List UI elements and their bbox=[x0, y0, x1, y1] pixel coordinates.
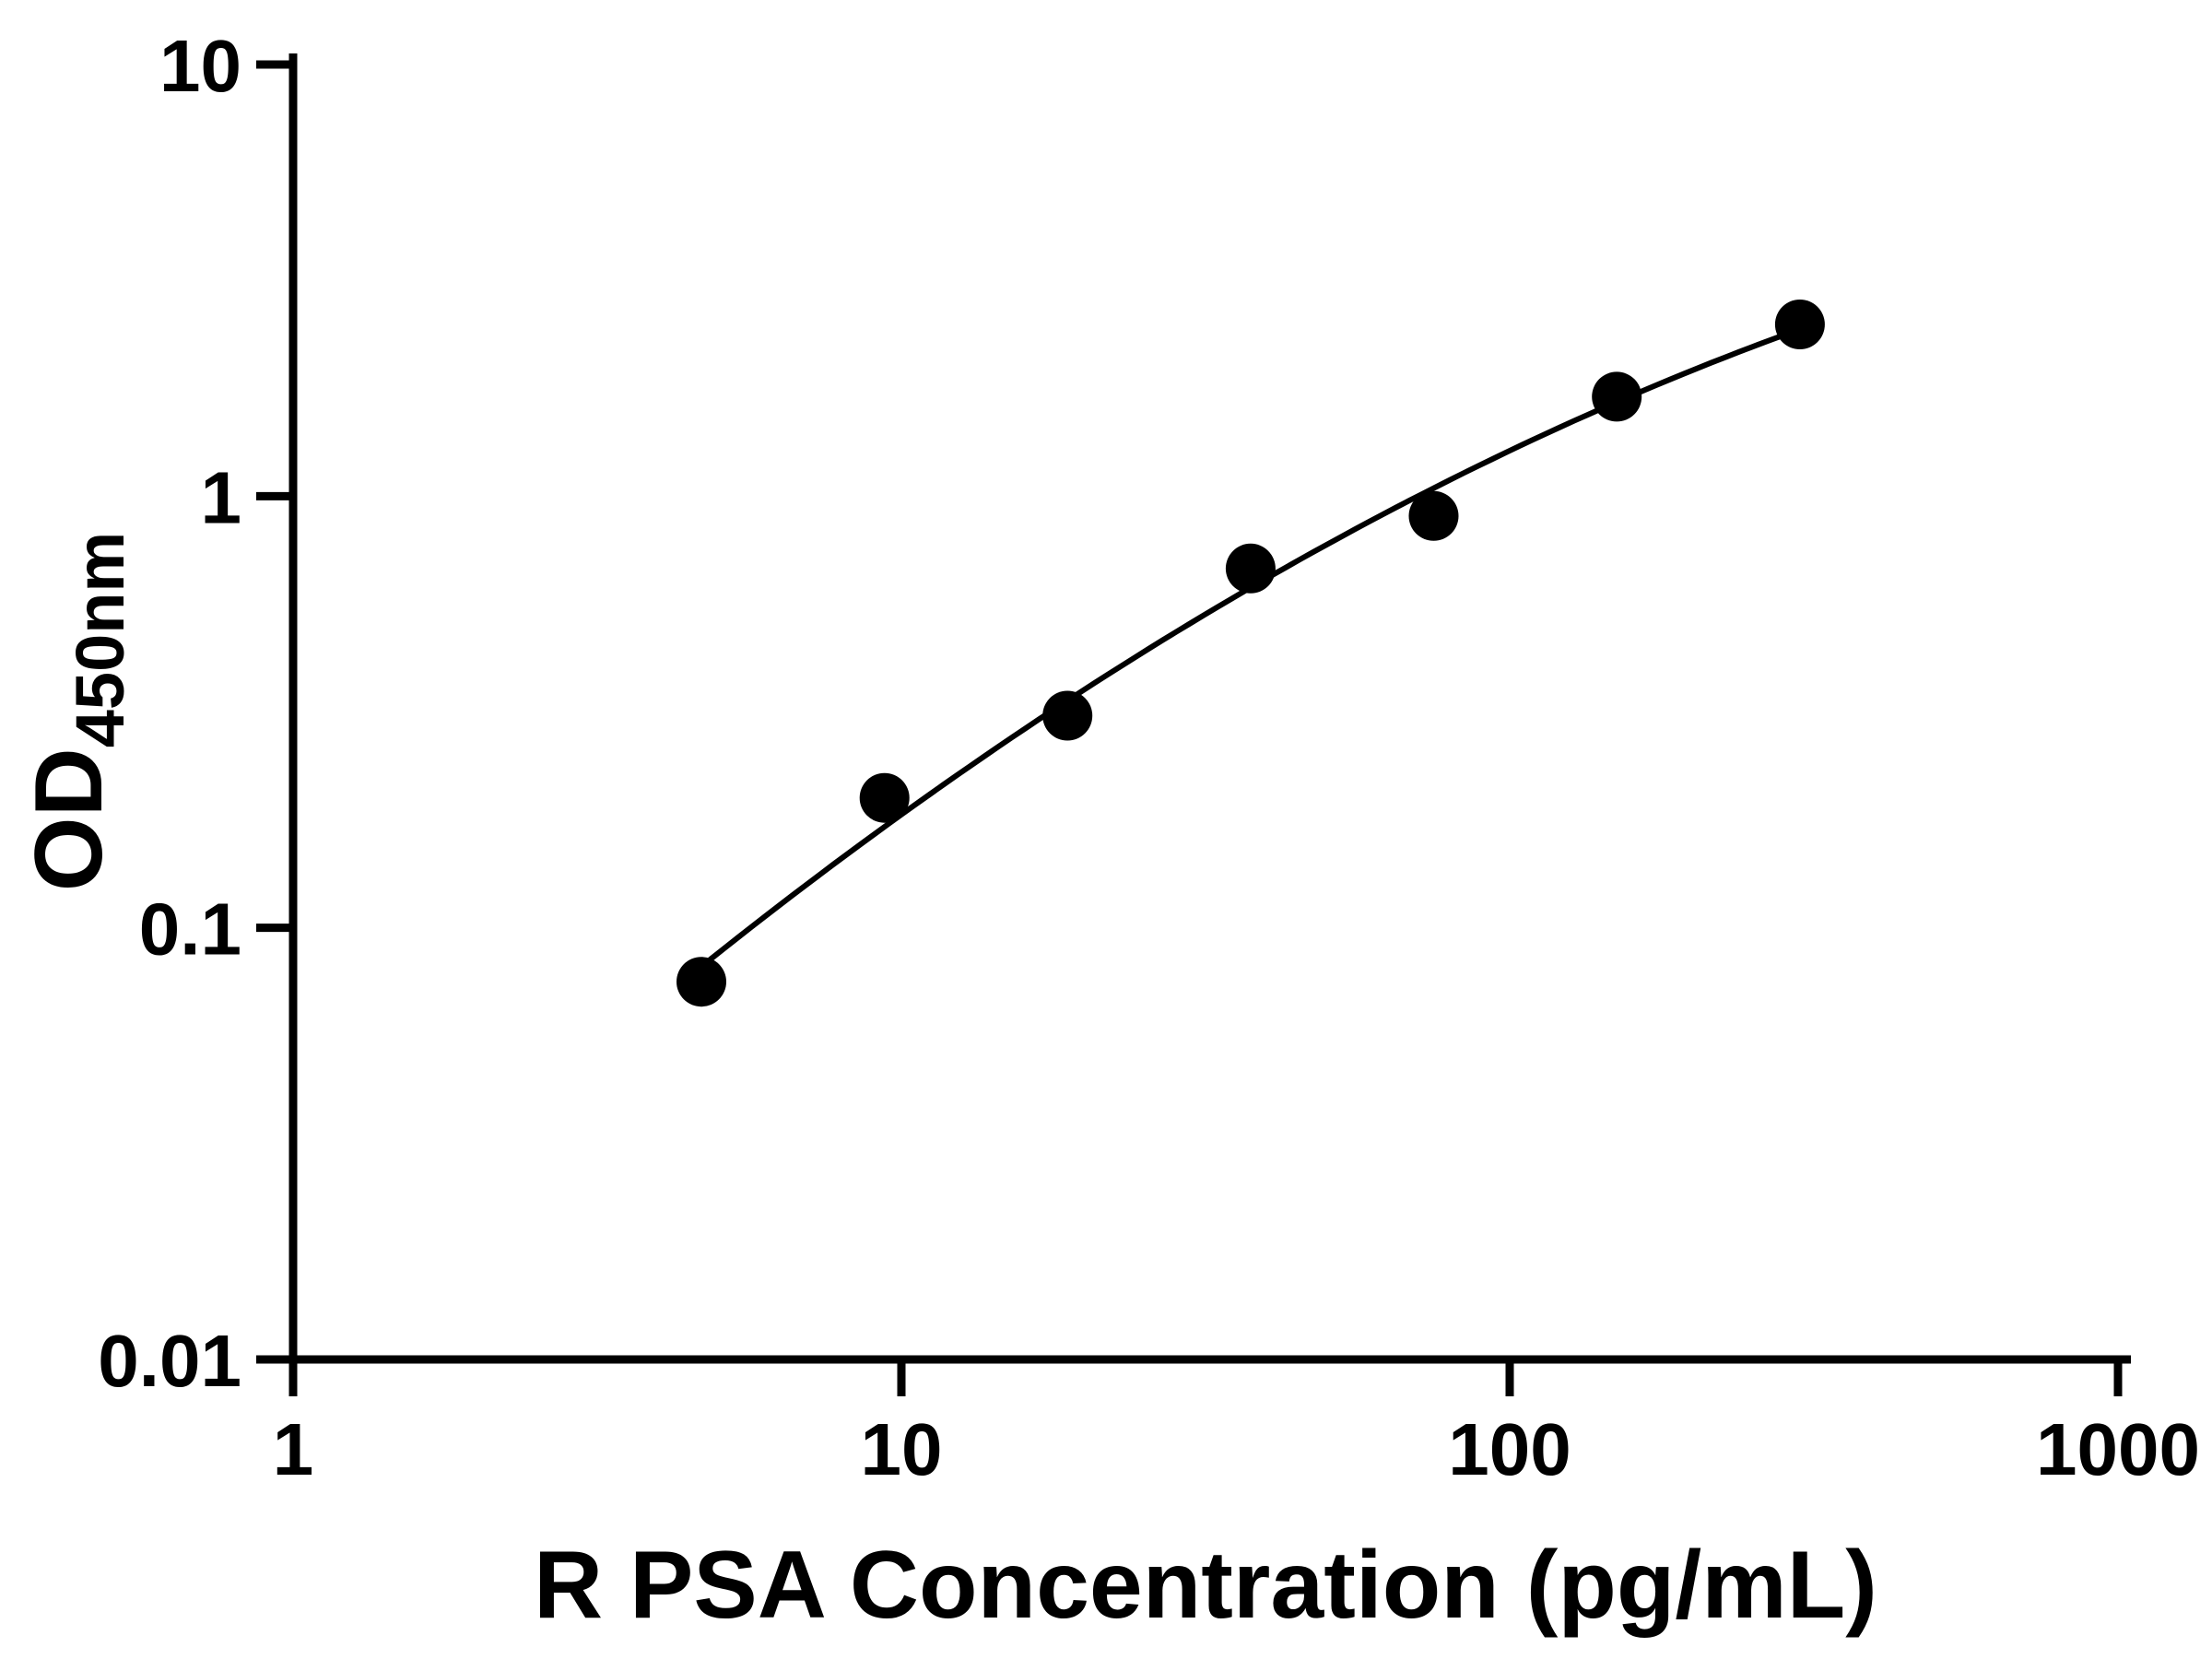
x-axis-title: R PSA Concentration (pg/mL) bbox=[534, 1532, 1877, 1639]
data-point bbox=[1408, 490, 1459, 541]
x-tick-label: 1000 bbox=[2036, 1408, 2200, 1490]
x-tick-label: 10 bbox=[861, 1408, 943, 1490]
y-axis-title-main: OD bbox=[16, 747, 123, 891]
x-tick-label: 1 bbox=[273, 1408, 314, 1490]
y-axis-title-subscript: 450nm bbox=[62, 532, 138, 747]
y-tick-label: 0.01 bbox=[98, 1320, 241, 1402]
y-tick-label: 0.1 bbox=[139, 888, 241, 971]
data-point bbox=[677, 957, 726, 1007]
y-tick-label: 10 bbox=[159, 25, 241, 107]
data-point bbox=[1042, 690, 1093, 741]
data-point bbox=[1592, 371, 1642, 422]
y-axis-title: OD450nm bbox=[16, 532, 138, 891]
y-tick-label: 1 bbox=[201, 456, 242, 538]
axes-layer bbox=[288, 53, 2131, 1364]
tick-labels-layer: 1 10 100 1000 0.01 0.1 1 10 bbox=[98, 25, 2200, 1490]
tick-marks-layer bbox=[256, 60, 2123, 1396]
svg-text:OD450nm: OD450nm bbox=[16, 532, 138, 891]
data-point bbox=[1225, 543, 1276, 594]
data-point bbox=[1774, 300, 1825, 349]
data-series-layer bbox=[677, 300, 1825, 1007]
data-point bbox=[859, 772, 910, 823]
fit-curve bbox=[707, 324, 1810, 962]
x-tick-label: 100 bbox=[1448, 1408, 1571, 1490]
